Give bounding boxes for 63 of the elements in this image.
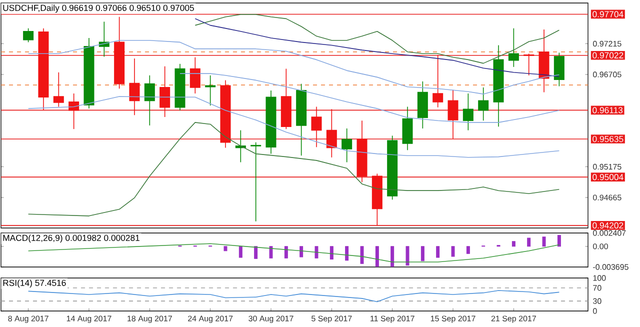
bar xyxy=(360,246,364,264)
bar xyxy=(224,246,228,252)
bar xyxy=(390,246,394,267)
bar xyxy=(254,246,258,259)
y-tick-label: 0.94665 xyxy=(593,194,622,200)
ref-line-label: 0.95004 xyxy=(592,174,624,180)
bar xyxy=(436,246,440,258)
line-series xyxy=(194,14,560,64)
x-tick-label: 24 Aug 2017 xyxy=(188,316,233,323)
x-tick-label: 14 Aug 2017 xyxy=(66,316,112,323)
ref-line-label: 0.97022 xyxy=(592,52,624,58)
bar xyxy=(345,246,349,261)
candlestick xyxy=(342,128,352,163)
chart-title: RSI(14) 57.4516 xyxy=(3,280,66,288)
bar xyxy=(527,238,531,247)
bar xyxy=(284,246,288,258)
x-tick-label: 15 Sep 2017 xyxy=(430,316,476,323)
bar xyxy=(542,236,546,247)
x-tick-label: 21 Sep 2017 xyxy=(491,316,536,323)
y-tick-label: 0.97215 xyxy=(593,40,622,47)
y-tick-label: 0 xyxy=(593,308,597,314)
y-tick-label: 0.96705 xyxy=(593,72,622,78)
line-series xyxy=(28,243,560,262)
x-tick-label: 5 Sep 2017 xyxy=(312,316,352,323)
y-tick-label: -0.003695 xyxy=(593,264,628,270)
ref-line-label: 0.96113 xyxy=(592,107,623,114)
line-series xyxy=(28,122,560,216)
y-tick-label: 0.002407 xyxy=(593,230,626,236)
bar xyxy=(375,246,379,267)
y-tick-label: 0.95175 xyxy=(593,164,622,170)
chart-title: MACD(12,26,9) 0.001982 0.000281 xyxy=(3,234,140,243)
bar xyxy=(300,246,304,258)
bar xyxy=(269,246,273,258)
candlestick xyxy=(250,142,262,222)
ref-line-label: 0.97704 xyxy=(592,11,624,18)
candlestick xyxy=(53,72,64,108)
bar xyxy=(557,234,561,247)
bar xyxy=(512,241,516,247)
bar xyxy=(330,246,334,260)
candlestick xyxy=(23,28,34,43)
x-tick-label: 11 Sep 2017 xyxy=(370,316,414,323)
x-tick-label: 30 Aug 2017 xyxy=(248,316,294,323)
y-tick-label: 30 xyxy=(593,298,602,304)
ref-line-label: 0.95635 xyxy=(592,136,624,142)
candlestick xyxy=(205,74,216,106)
bar xyxy=(238,246,242,258)
bar xyxy=(420,246,424,262)
x-tick-label: 8 Aug 2017 xyxy=(8,316,48,323)
bar xyxy=(466,246,470,254)
candlestick xyxy=(478,87,489,122)
bar xyxy=(406,246,410,266)
candlestick xyxy=(554,52,564,87)
y-tick-label: 70 xyxy=(593,285,602,291)
bar xyxy=(451,246,455,257)
candlestick xyxy=(508,28,519,68)
y-tick-label: 0.00 xyxy=(593,244,608,250)
x-tick-label: 18 Aug 2017 xyxy=(128,316,172,323)
bar xyxy=(314,246,318,258)
chart-title: USDCHF,Daily 0.96619 0.97066 0.96510 0.97005 xyxy=(3,4,194,13)
y-tick-label: 100 xyxy=(593,275,606,281)
candlestick xyxy=(144,74,155,126)
candlestick xyxy=(462,93,474,131)
ref-line-label: 0.94202 xyxy=(592,222,624,229)
